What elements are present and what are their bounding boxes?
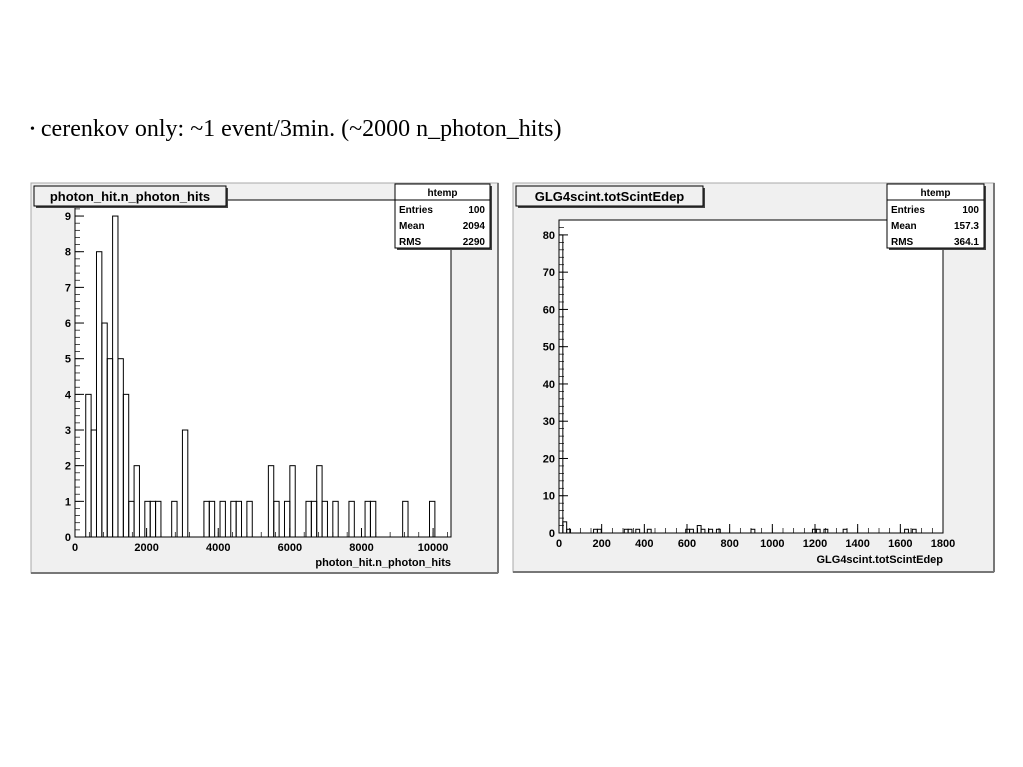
stats-value: 2094 (463, 221, 486, 232)
y-tick-label: 8 (65, 247, 71, 259)
x-tick-label: 4000 (206, 542, 230, 554)
chart-title: GLG4scint.totScintEdep (535, 189, 685, 204)
y-tick-label: 30 (543, 416, 555, 428)
plot-frame (558, 219, 944, 534)
x-tick-label: 600 (678, 538, 696, 550)
x-tick-label: 10000 (418, 542, 449, 554)
slide-bullet: • cerenkov only: ~1 event/3min. (~2000 n_… (30, 116, 561, 143)
x-tick-label: 1200 (803, 538, 827, 550)
x-tick-label: 2000 (134, 542, 158, 554)
histogram-panel-1: 0 1 2 3 4 5 6 7 8 9 0 2000 4000 6000 8000 10000 photon_h… (30, 182, 499, 574)
stats-value: 2290 (463, 237, 486, 248)
histogram-bin (689, 528, 694, 533)
stats-label: Entries (399, 205, 433, 216)
stats-value: 364.1 (954, 237, 979, 248)
stats-label: Mean (399, 221, 425, 232)
histogram-bin (815, 528, 821, 533)
plot-frame (74, 199, 452, 538)
title-box (515, 185, 704, 207)
y-tick-label: 80 (543, 230, 555, 242)
y-tick-label: 20 (543, 453, 555, 465)
x-tick-label: 0 (72, 542, 78, 554)
y-tick-label: 0 (65, 532, 71, 544)
histogram-bin (332, 500, 339, 537)
stats-label: RMS (891, 237, 914, 248)
histogram-bin (700, 528, 706, 533)
x-tick-label: 200 (592, 538, 610, 550)
histogram-bin (122, 393, 130, 537)
x-tick-label: 1800 (931, 538, 955, 550)
histogram-bin (369, 500, 377, 537)
x-axis-label: GLG4scint.totScintEdep (816, 554, 943, 566)
histogram-bin (566, 528, 572, 533)
histogram-bins (85, 215, 436, 537)
x-tick-label: 800 (720, 538, 738, 550)
histogram-bin (155, 500, 162, 537)
histogram-bin (171, 500, 178, 537)
histogram-bin (246, 500, 253, 537)
y-tick-label: 70 (543, 267, 555, 279)
histogram-bin (321, 500, 328, 537)
histogram-bin (635, 528, 641, 533)
x-tick-label: 6000 (278, 542, 302, 554)
chart-title: photon_hit.n_photon_hits (50, 189, 210, 204)
x-tick-label: 1000 (760, 538, 784, 550)
stats-value: 100 (468, 205, 485, 216)
y-tick-label: 3 (65, 425, 71, 437)
y-tick-label: 7 (65, 282, 71, 294)
histogram-bin (627, 528, 633, 533)
histogram-bin (273, 500, 280, 537)
y-tick-label: 40 (543, 379, 555, 391)
histogram-bin (708, 528, 714, 533)
x-tick-label: 8000 (349, 542, 373, 554)
histogram-bin (904, 528, 909, 533)
bullet-text: cerenkov only: ~1 event/3min. (~2000 n_p… (40, 116, 562, 142)
x-tick-label: 1400 (845, 538, 869, 550)
histogram-bin (348, 500, 355, 537)
y-tick-label: 2 (65, 461, 71, 473)
stats-value: 100 (962, 205, 979, 216)
x-tick-label: 400 (635, 538, 653, 550)
histogram-bin (289, 465, 296, 537)
y-tick-label: 10 (543, 491, 555, 503)
stats-box (394, 183, 491, 249)
histogram-bin (402, 500, 409, 537)
title-box (33, 185, 227, 207)
y-tick-label: 9 (65, 211, 71, 223)
histogram-bin (219, 500, 226, 537)
y-tick-label: 4 (65, 389, 72, 401)
stats-box (886, 183, 985, 249)
stats-label: Entries (891, 205, 925, 216)
bullet-marker: • (30, 122, 35, 138)
y-tick-label: 1 (65, 496, 71, 508)
histogram-bin (181, 429, 189, 537)
histogram-bin (235, 500, 243, 537)
y-tick-label: 5 (65, 354, 71, 366)
stats-label: RMS (399, 237, 422, 248)
y-tick-label: 50 (543, 342, 555, 354)
stats-name: htemp (428, 188, 458, 199)
stats-label: Mean (891, 221, 917, 232)
histogram-bin (911, 528, 917, 533)
y-tick-label: 60 (543, 304, 555, 316)
histogram-bin (646, 528, 652, 533)
histogram-bin (133, 465, 140, 537)
x-axis-label: photon_hit.n_photon_hits (315, 557, 451, 569)
histogram-bin (715, 528, 721, 533)
histogram-bin (208, 500, 216, 537)
x-tick-label: 1600 (888, 538, 912, 550)
histogram-bin (429, 500, 436, 537)
y-tick-label: 6 (65, 318, 71, 330)
stats-name: htemp (921, 188, 951, 199)
y-tick-label: 0 (549, 528, 555, 540)
stats-value: 157.3 (954, 221, 979, 232)
x-tick-label: 0 (556, 538, 562, 550)
